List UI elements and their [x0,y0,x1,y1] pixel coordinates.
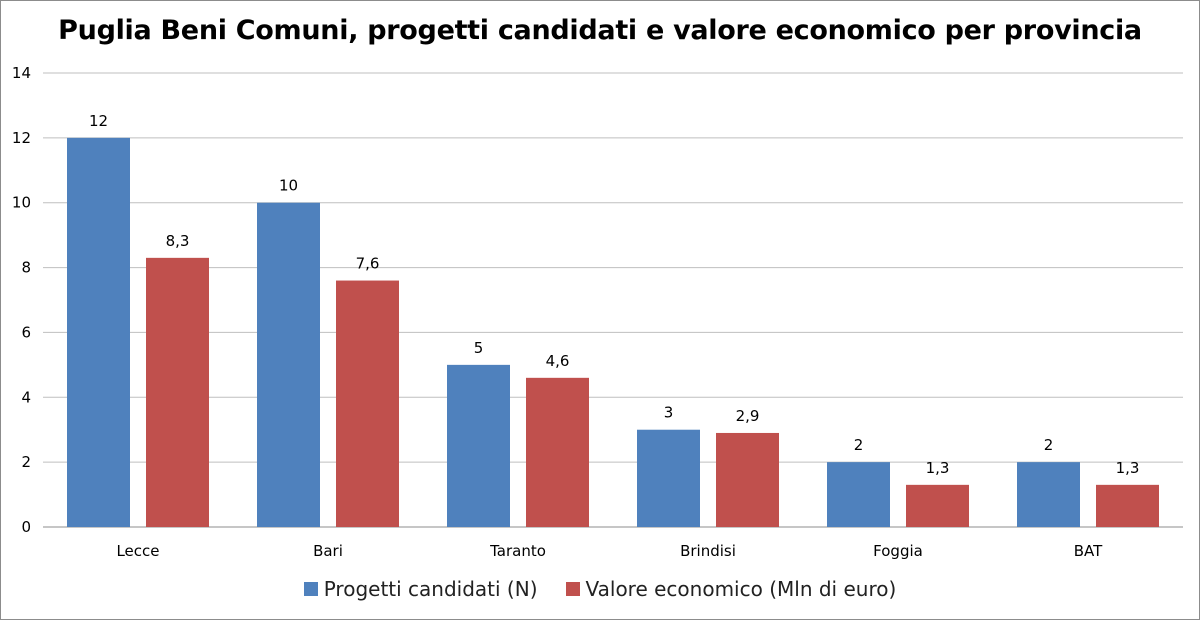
data-label: 7,6 [356,255,380,273]
y-tick-label: 2 [21,453,31,471]
bar-valore-lecce [146,257,209,527]
bar-valore-bari [336,280,399,527]
y-tick-label: 10 [12,194,31,212]
data-label: 5 [474,339,484,357]
x-tick-label: Taranto [489,542,546,560]
bar-valore-bat [1096,484,1159,527]
bar-progetti-lecce [67,137,130,527]
bar-progetti-foggia [827,462,890,527]
bar-valore-brindisi [716,432,779,527]
x-tick-label: Brindisi [680,542,736,560]
x-tick-label: Lecce [116,542,159,560]
data-label: 1,3 [1116,459,1140,477]
legend-item-progetti: Progetti candidati (N) [303,577,538,601]
data-label: 10 [279,177,298,195]
y-tick-label: 8 [21,259,31,277]
data-label: 2,9 [736,407,760,425]
data-label: 2 [1044,436,1054,454]
bar-progetti-taranto [447,364,510,527]
x-tick-label: BAT [1074,542,1103,560]
bar-progetti-bat [1017,462,1080,527]
bar-progetti-bari [257,202,320,527]
legend-swatch-progetti [303,582,318,596]
legend-label-valore: Valore economico (Mln di euro) [585,577,897,601]
y-tick-label: 12 [12,129,31,147]
y-tick-label: 0 [21,518,31,536]
x-tick-label: Foggia [873,542,923,560]
data-label: 8,3 [166,232,190,250]
data-label: 1,3 [926,459,950,477]
chart-title: Puglia Beni Comuni, progetti candidati e… [58,15,1142,46]
y-tick-label: 14 [12,64,31,82]
bar-progetti-brindisi [637,429,700,527]
legend-item-valore: Valore economico (Mln di euro) [565,577,897,601]
legend-label-progetti: Progetti candidati (N) [323,577,538,601]
bar-valore-foggia [906,484,969,527]
legend: Progetti candidati (N) Valore economico … [1,577,1199,601]
data-label: 4,6 [546,352,570,370]
data-label: 2 [854,436,864,454]
data-label: 12 [89,112,108,130]
data-label: 3 [664,404,674,422]
legend-swatch-valore [565,582,580,596]
x-tick-label: Bari [313,542,343,560]
bar-valore-taranto [526,377,589,527]
y-tick-label: 4 [21,388,31,406]
y-tick-label: 6 [21,323,31,341]
